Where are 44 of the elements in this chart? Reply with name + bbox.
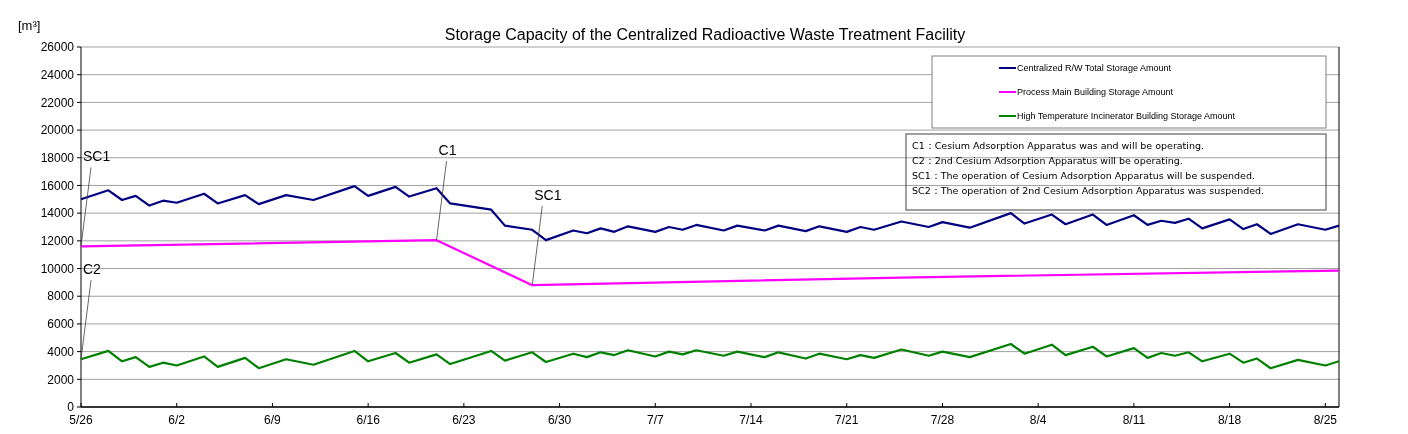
legend-label: Centralized R/W Total Storage Amount — [1017, 63, 1172, 74]
y-tick-label: 8000 — [47, 289, 75, 304]
line-series — [79, 342, 1341, 370]
y-tick-label: 24000 — [40, 67, 75, 82]
y-tick-label: 16000 — [40, 178, 75, 193]
x-tick-label: 6/16 — [356, 413, 381, 427]
annotation: SC1：The operation of Cesium Adsorption Apparatus will be suspended. — [912, 170, 1256, 181]
y-tick-label: 14000 — [40, 206, 75, 221]
y-tick-label: 2000 — [47, 372, 75, 387]
x-tick-label: 8/4 — [1029, 413, 1047, 427]
y-tick-label: 0 — [67, 400, 75, 415]
x-tick-label: 7/21 — [835, 413, 859, 427]
x-tick-label: 8/11 — [1122, 413, 1146, 427]
x-tick-label: 8/25 — [1313, 413, 1338, 427]
x-tick-label: 6/23 — [452, 413, 476, 427]
annotation: C1：Cesium Adsorption Apparatus was and will be operating. — [912, 140, 1205, 151]
y-axis-title: [m³] — [18, 18, 41, 33]
y-tick-label: 22000 — [40, 95, 75, 110]
x-tick-label: 8/18 — [1217, 413, 1242, 427]
line-series — [79, 239, 1341, 287]
y-tick-label: 26000 — [40, 40, 75, 55]
annotation: C1 — [438, 142, 457, 159]
annotation: SC1 — [534, 187, 562, 204]
x-tick-label: 6/2 — [168, 413, 186, 427]
legend-label: Process Main Building Storage Amount — [1017, 87, 1174, 98]
y-tick-label: 20000 — [40, 123, 75, 138]
annotation: SC2：The operation of 2nd Cesium Adsorption Apparatus was suspended. — [912, 185, 1265, 196]
annotation: SC1 — [83, 148, 111, 165]
chart-title: Storage Capacity of the Centralized Radioactive Waste Treatment Facility — [444, 26, 966, 43]
x-tick-label: 5/26 — [69, 413, 93, 427]
annotation: C2：2nd Cesium Adsorption Apparatus will be operating. — [912, 155, 1183, 166]
annotation: C2 — [83, 261, 102, 278]
x-tick-label: 6/9 — [264, 413, 282, 427]
x-tick-label: 7/14 — [739, 413, 764, 427]
y-tick-label: 12000 — [40, 234, 75, 249]
y-tick-label: 4000 — [47, 344, 75, 359]
x-tick-label: 6/30 — [547, 413, 572, 427]
y-tick-label: 6000 — [47, 317, 75, 332]
legend-label: High Temperature Incinerator Building Storage Amount — [1017, 111, 1236, 122]
y-tick-label: 10000 — [40, 261, 75, 276]
y-tick-label: 18000 — [40, 150, 75, 165]
line-series — [79, 185, 1341, 242]
x-tick-label: 7/7 — [646, 413, 664, 427]
x-tick-label: 7/28 — [930, 413, 955, 427]
